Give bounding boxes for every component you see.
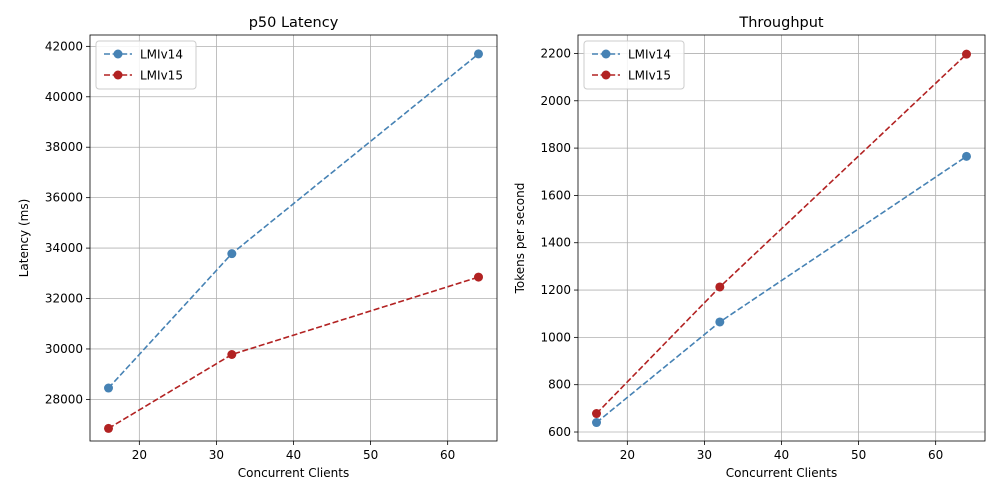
- throughput-chart-y-tick-label: 2000: [540, 94, 571, 108]
- latency-chart-y-tick-label: 32000: [45, 292, 83, 306]
- latency-chart-x-tick-label: 30: [209, 448, 224, 462]
- latency-chart-point-lmiv15: [104, 423, 113, 433]
- latency-chart-point-lmiv14: [474, 49, 483, 59]
- latency-chart-x-tick-label: 50: [363, 448, 378, 462]
- throughput-chart-y-tick-label: 1000: [540, 330, 571, 344]
- throughput-chart-point-lmiv15: [592, 409, 601, 419]
- throughput-chart-point-lmiv14: [715, 317, 725, 327]
- throughput-chart-x-tick-label: 20: [620, 448, 635, 462]
- latency-chart: 20 30 40 50 60 28000 30000 32000 34000 36000 38000…: [17, 15, 498, 480]
- latency-chart-y-tick-label: 30000: [45, 342, 83, 356]
- latency-chart-x-tick-label: 20: [132, 448, 147, 462]
- throughput-chart-point-lmiv15: [962, 49, 971, 59]
- latency-chart-y-tick-label: 28000: [45, 392, 83, 406]
- latency-chart-series-line-lmiv15: [108, 276, 479, 430]
- throughput-chart-y-tick-label: 2200: [540, 46, 571, 60]
- latency-chart-point-lmiv15: [474, 272, 483, 282]
- latency-chart-y-tick-label: 42000: [45, 39, 83, 53]
- throughput-chart-legend-marker-lmiv15: [601, 70, 611, 80]
- throughput-chart-x-tick-label: 60: [928, 448, 943, 462]
- latency-chart-x-axis-label: Concurrent Clients: [238, 466, 349, 480]
- throughput-chart-plot-frame: [577, 34, 986, 442]
- throughput-chart-legend-marker-lmiv14: [601, 49, 611, 59]
- latency-chart-y-tick-label: 36000: [45, 191, 83, 205]
- throughput-chart-legend: LMIv14 LMIv15: [583, 40, 685, 90]
- latency-chart-legend-label-lmiv14: LMIv14: [140, 48, 183, 62]
- latency-chart-point-lmiv14: [104, 383, 113, 393]
- throughput-chart-legend-label-lmiv15: LMIv15: [628, 69, 671, 83]
- throughput-chart-x-tick-label: 30: [697, 448, 712, 462]
- latency-chart-legend-marker-lmiv14: [113, 49, 123, 59]
- throughput-chart-legend-label-lmiv14: LMIv14: [628, 48, 671, 62]
- latency-chart-legend: LMIv14 LMIv15: [95, 40, 197, 90]
- latency-chart-x-tick-label: 60: [440, 448, 455, 462]
- latency-chart-y-tick-label: 34000: [45, 241, 83, 255]
- latency-chart-plot-frame: [89, 34, 498, 442]
- throughput-chart: 20 30 40 50 60 600 800 1000 1200 1400 1600 1800 2000…: [513, 15, 986, 480]
- throughput-chart-x-tick-label: 50: [851, 448, 866, 462]
- latency-chart-x-tick-label: 40: [286, 448, 301, 462]
- latency-chart-point-lmiv14: [227, 249, 237, 259]
- throughput-chart-y-tick-label: 1200: [540, 283, 571, 297]
- throughput-chart-title: Throughput: [738, 15, 824, 31]
- latency-chart-y-tick-label: 38000: [45, 140, 83, 154]
- throughput-chart-point-lmiv14: [592, 418, 601, 428]
- throughput-chart-point-lmiv14: [962, 151, 971, 161]
- throughput-chart-y-tick-label: 1400: [540, 236, 571, 250]
- latency-chart-legend-label-lmiv15: LMIv15: [140, 69, 183, 83]
- latency-chart-legend-marker-lmiv15: [113, 70, 123, 80]
- latency-chart-y-tick-label: 40000: [45, 90, 83, 104]
- latency-chart-point-lmiv15: [227, 350, 237, 360]
- throughput-chart-y-tick-label: 1600: [540, 188, 571, 202]
- throughput-chart-point-lmiv15: [715, 282, 725, 292]
- throughput-chart-y-tick-label: 800: [548, 378, 571, 392]
- throughput-chart-y-axis-label: Tokens per second: [513, 183, 527, 295]
- latency-chart-title: p50 Latency: [249, 15, 339, 31]
- throughput-chart-x-tick-label: 40: [774, 448, 789, 462]
- latency-chart-y-axis-label: Latency (ms): [17, 199, 31, 278]
- throughput-chart-y-tick-label: 600: [548, 425, 571, 439]
- throughput-chart-x-axis-label: Concurrent Clients: [726, 466, 837, 480]
- throughput-chart-y-tick-label: 1800: [540, 141, 571, 155]
